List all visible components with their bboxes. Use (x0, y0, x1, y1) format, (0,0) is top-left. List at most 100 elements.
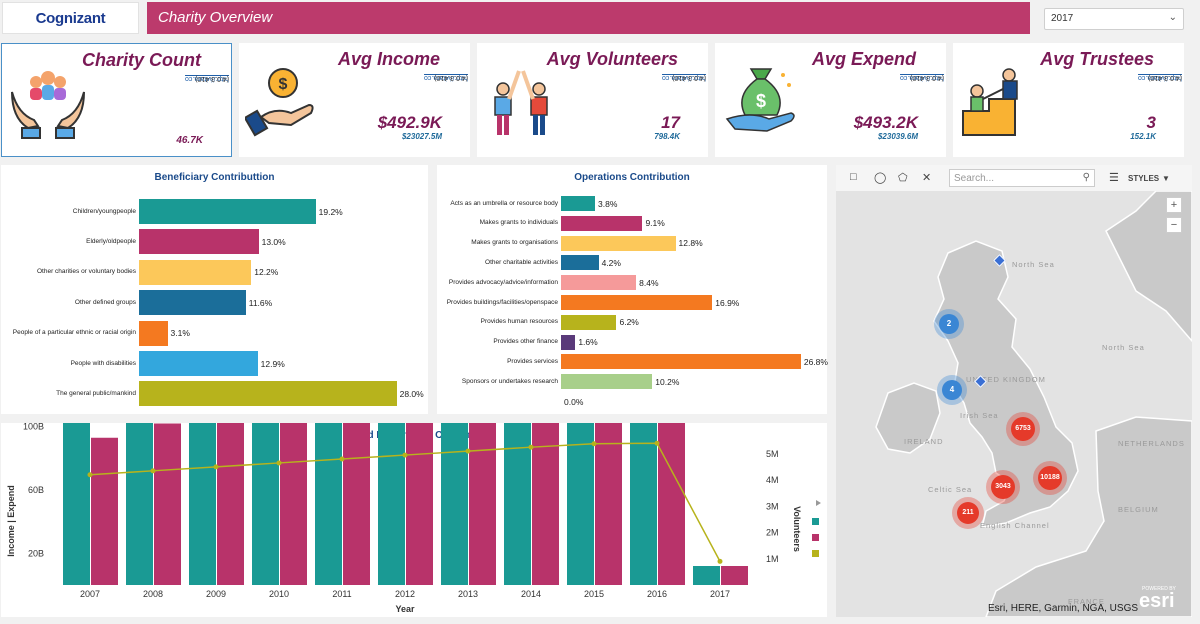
kpi-card-charity-count[interactable]: Charity Count 46.7K http://vitara.co (4.… (1, 43, 232, 157)
bar-label: Provides services (507, 357, 558, 365)
trend-bar[interactable] (567, 328, 594, 585)
chevron-down-icon: ⌄ (1168, 12, 1177, 23)
trend-line-point[interactable] (87, 472, 93, 478)
bar[interactable] (139, 351, 258, 376)
map-cluster[interactable]: 10188 (1033, 461, 1067, 495)
select-rectangle-icon[interactable]: □ (850, 171, 857, 183)
legend-scroll-icon[interactable] (816, 500, 821, 506)
kpi-card-avg-trustees[interactable]: Avg Trustees 3 152.1K http://vitara.co (… (953, 43, 1184, 157)
y-tick-label-right: 1M (766, 554, 779, 564)
bar[interactable] (561, 255, 599, 271)
clear-selection-icon[interactable]: ✕ (922, 172, 932, 184)
trend-bar[interactable] (378, 369, 405, 585)
bar[interactable] (561, 354, 801, 370)
beneficiary-title: Beneficiary Contributtion (154, 172, 275, 183)
trend-bar[interactable] (343, 391, 370, 585)
bar[interactable] (561, 275, 637, 291)
trend-bar[interactable] (406, 376, 433, 585)
map-panel[interactable]: □ ◯ ⬠ ✕ Search... ⚲ ☰ STYLES ▼ + − North… (836, 165, 1192, 617)
trend-bar[interactable] (91, 437, 118, 585)
styles-button[interactable]: STYLES (1128, 174, 1160, 183)
kpi-link-text[interactable]: http://vitara.co (4.0.3.410) (662, 74, 706, 81)
bar-value-label: 19.2% (318, 206, 343, 217)
map-label: English Channel (980, 521, 1050, 530)
trend-line-point[interactable] (717, 558, 723, 564)
trend-bar[interactable] (252, 388, 279, 585)
trend-bar[interactable] (469, 364, 496, 585)
map-cluster[interactable]: 3043 (986, 470, 1020, 504)
trend-line-point[interactable] (591, 441, 597, 447)
kpi-link-text[interactable]: http://vitara.co (4.0.3.410) (1138, 74, 1182, 81)
bar[interactable] (561, 374, 653, 390)
legend-swatch[interactable] (812, 518, 819, 525)
trend-bar[interactable] (189, 404, 216, 585)
trend-bar[interactable] (63, 421, 90, 585)
bar[interactable] (139, 199, 316, 224)
bar[interactable] (561, 334, 576, 350)
kpi-card-avg-income[interactable]: $ Avg Income $492.9K $23027.5M http://vi… (239, 43, 470, 157)
kpi-link-text[interactable]: http://vitara.co (4.0.3.410) (900, 74, 944, 81)
bar[interactable] (139, 381, 397, 407)
zoom-in-button[interactable]: + (1166, 197, 1182, 213)
trend-bar[interactable] (721, 566, 748, 585)
kpi-link-text[interactable]: http://vitara.co (4.0.3.410) (424, 74, 468, 81)
trend-line-point[interactable] (213, 464, 219, 470)
trend-line-point[interactable] (465, 448, 471, 454)
bar[interactable] (561, 295, 713, 310)
trend-bar[interactable] (693, 566, 720, 585)
layers-icon[interactable]: ☰ (1109, 172, 1119, 184)
year-select-value: 2017 (1051, 13, 1074, 24)
hand-coin-icon: $ (243, 61, 325, 141)
bar[interactable] (561, 215, 643, 231)
kpi-card-avg-expend[interactable]: $ Avg Expend $493.2K $23039.6M http://vi… (715, 43, 946, 157)
kpi-link-text[interactable]: http://vitara.co (4.0.3.410) (185, 75, 229, 82)
bar[interactable] (139, 229, 259, 255)
year-select[interactable]: 2017 ⌄ (1044, 8, 1184, 30)
trend-line-point[interactable] (528, 444, 534, 450)
bar-label: The general public/mankind (56, 389, 136, 397)
map-cluster[interactable]: 211 (952, 497, 984, 529)
trend-line-point[interactable] (339, 456, 345, 462)
x-tick-label: 2013 (458, 589, 478, 599)
bar-label: Other charities or voluntary bodies (37, 268, 136, 276)
trend-line-point[interactable] (150, 468, 156, 474)
trend-bar[interactable] (126, 418, 153, 585)
trend-bar[interactable] (658, 325, 685, 585)
trend-line-point[interactable] (276, 460, 282, 466)
bar[interactable] (561, 196, 595, 211)
map-cluster[interactable]: 6753 (1006, 412, 1040, 446)
trend-bar[interactable] (280, 399, 307, 585)
select-polygon-icon[interactable]: ⬠ (898, 172, 908, 184)
y-tick-label-left: 60B (28, 485, 44, 495)
map-cluster[interactable]: 4 (937, 375, 967, 405)
select-circle-icon[interactable]: ◯ (874, 172, 887, 184)
bar[interactable] (561, 235, 676, 251)
bar[interactable] (139, 320, 168, 346)
map-canvas[interactable] (836, 191, 1192, 617)
map-label: UNITED KINGDOM (966, 375, 1046, 384)
bar[interactable] (139, 259, 252, 285)
legend-swatch[interactable] (812, 534, 819, 541)
map-search-input[interactable]: Search... ⚲ (949, 169, 1095, 187)
bar[interactable] (561, 314, 617, 330)
trend-bar[interactable] (315, 380, 342, 585)
kpi-card-avg-volunteers[interactable]: Avg Volunteers 17 798.4K http://vitara.c… (477, 43, 708, 157)
trend-bar[interactable] (630, 319, 657, 585)
x-tick-label: 2008 (143, 589, 163, 599)
trend-bar[interactable] (441, 353, 468, 585)
trend-line-point[interactable] (654, 440, 660, 446)
map-cluster[interactable]: 2 (934, 309, 964, 339)
trend-bar[interactable] (154, 423, 181, 586)
high-five-volunteers-icon (483, 61, 563, 141)
trend-line-point[interactable] (402, 452, 408, 458)
bar-value-label: 12.2% (254, 267, 279, 278)
zoom-out-button[interactable]: − (1166, 217, 1182, 233)
legend-swatch[interactable] (812, 550, 819, 557)
bar-value-label: 12.8% (678, 238, 703, 249)
bar[interactable] (139, 290, 246, 316)
map-label: North Sea (1102, 343, 1145, 352)
bar-label: Makes grants to individuals (479, 219, 558, 227)
bar-label: Elderly/oldpeople (86, 237, 136, 245)
trend-bar[interactable] (217, 412, 244, 585)
trend-bar[interactable] (595, 341, 622, 585)
